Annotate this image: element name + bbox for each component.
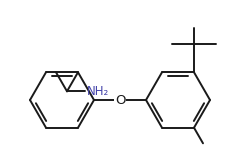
Text: O: O xyxy=(115,93,125,107)
Text: NH₂: NH₂ xyxy=(87,85,109,98)
